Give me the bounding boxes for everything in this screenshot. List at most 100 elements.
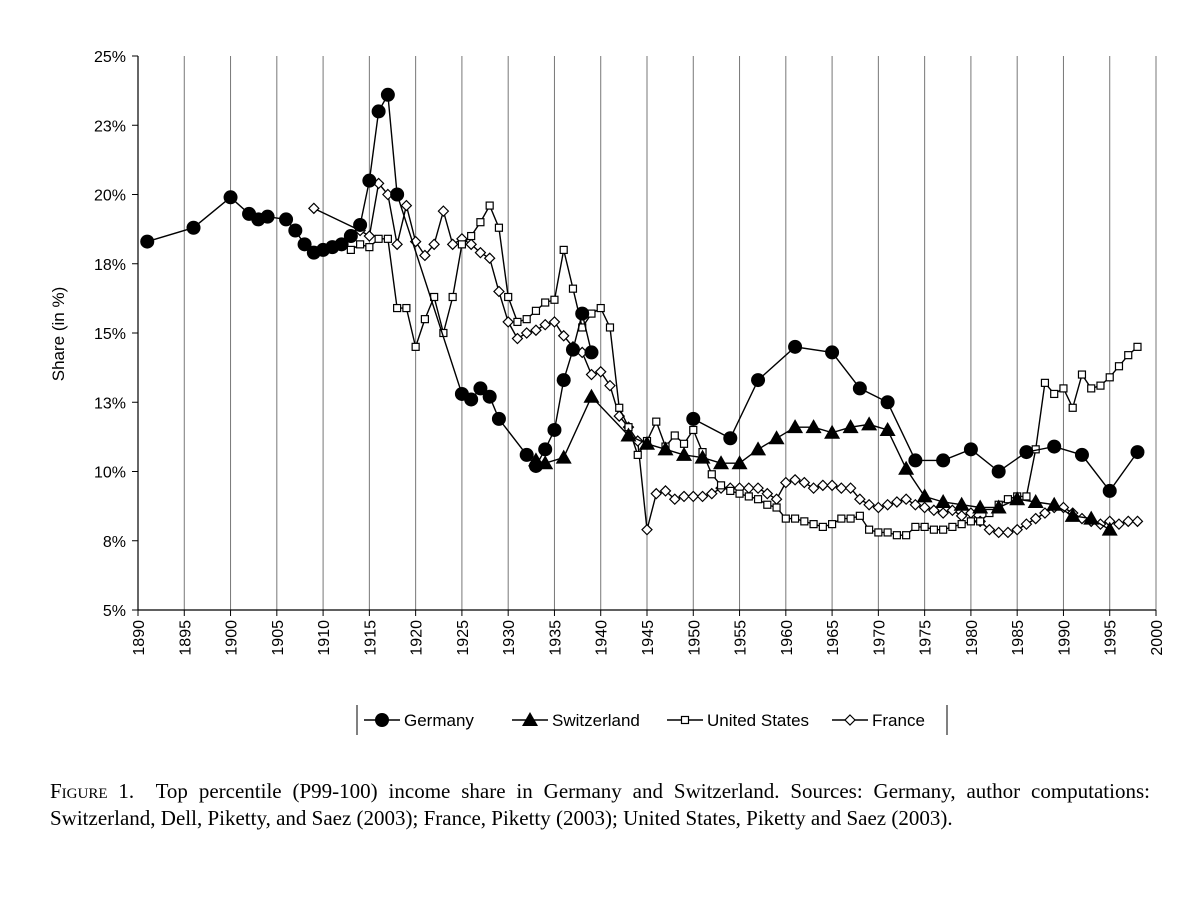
y-tick-label: 18% <box>94 257 126 274</box>
x-tick-label: 1950 <box>686 620 703 656</box>
legend-item-france: France <box>832 711 925 730</box>
point-france <box>585 368 598 381</box>
x-tick-label: 1925 <box>455 620 472 656</box>
point-united-states <box>1022 492 1031 501</box>
y-tick-label: 25% <box>94 49 126 66</box>
series-layer <box>140 87 1145 540</box>
point-france <box>419 249 431 262</box>
point-france <box>835 482 848 494</box>
point-united-states <box>800 517 809 526</box>
point-france <box>779 476 792 489</box>
legend-label: France <box>872 711 925 730</box>
point-united-states <box>1050 389 1059 399</box>
legend-label: United States <box>707 711 809 730</box>
point-united-states <box>652 417 661 426</box>
legend-marker <box>680 715 690 725</box>
point-france <box>428 238 440 251</box>
axes <box>137 56 1156 611</box>
point-germany <box>1047 439 1062 454</box>
point-united-states <box>818 522 827 532</box>
point-switzerland <box>750 441 767 456</box>
x-tick-label: 1975 <box>918 620 935 656</box>
point-united-states <box>522 315 531 324</box>
y-tick-label: 15% <box>94 326 126 343</box>
point-switzerland <box>990 499 1007 514</box>
legend-label: Germany <box>404 711 474 730</box>
point-united-states <box>716 481 726 490</box>
point-germany <box>963 442 978 457</box>
point-france <box>826 479 838 492</box>
point-united-states <box>374 234 383 243</box>
point-germany <box>371 104 386 119</box>
point-germany <box>575 306 590 321</box>
point-united-states <box>837 514 846 523</box>
point-france <box>789 473 801 486</box>
point-switzerland <box>768 430 785 445</box>
point-united-states <box>1040 378 1050 387</box>
point-united-states <box>920 522 929 532</box>
point-germany <box>686 411 701 426</box>
point-united-states <box>346 245 355 254</box>
point-switzerland <box>1046 496 1063 511</box>
point-switzerland <box>861 416 878 431</box>
x-tick-label: 1960 <box>779 620 796 656</box>
point-france <box>891 496 903 508</box>
point-germany <box>751 373 766 388</box>
point-united-states <box>892 531 901 540</box>
line-germany <box>692 346 1139 493</box>
point-france <box>1011 523 1024 536</box>
point-united-states <box>411 342 420 351</box>
point-united-states <box>865 525 874 534</box>
point-united-states <box>966 517 976 526</box>
point-switzerland <box>953 496 970 511</box>
legend-item-united-states: United States <box>667 711 809 730</box>
point-france <box>770 493 783 506</box>
line-france <box>313 181 1138 534</box>
point-united-states <box>633 450 642 459</box>
point-france <box>530 324 542 337</box>
point-france <box>696 490 709 503</box>
legend-item-switzerland: Switzerland <box>512 711 640 730</box>
x-tick-label: 1955 <box>733 620 750 656</box>
x-tick-label: 1930 <box>501 620 518 656</box>
y-tick-label: 13% <box>94 395 126 412</box>
point-france <box>761 487 774 500</box>
point-united-states <box>467 231 476 241</box>
point-united-states <box>550 295 559 304</box>
point-united-states <box>420 315 429 324</box>
point-germany <box>565 342 580 357</box>
x-tick-label: 1935 <box>547 620 564 656</box>
point-united-states <box>568 284 578 293</box>
point-germany <box>491 411 506 426</box>
point-united-states <box>1087 384 1096 393</box>
point-france <box>1122 515 1135 528</box>
figure-caption: Figure 1. Top percentile (P99-100) incom… <box>50 778 1150 832</box>
point-switzerland <box>555 449 572 464</box>
point-france <box>483 252 496 265</box>
point-germany <box>852 381 867 396</box>
point-germany <box>343 229 358 244</box>
point-france <box>474 246 487 259</box>
point-united-states <box>393 303 402 313</box>
x-tick-label: 1985 <box>1010 620 1027 656</box>
x-tick-label: 1970 <box>871 620 888 656</box>
point-united-states <box>1124 351 1133 360</box>
point-united-states <box>1068 403 1077 412</box>
point-united-states <box>596 303 605 313</box>
point-germany <box>538 442 553 457</box>
point-united-states <box>476 218 485 227</box>
point-switzerland <box>620 427 637 442</box>
point-united-states <box>753 495 763 504</box>
x-tick-label: 1915 <box>362 620 379 656</box>
point-germany <box>186 220 201 235</box>
point-switzerland <box>898 460 915 475</box>
point-france <box>502 316 515 328</box>
point-france <box>678 490 690 503</box>
point-switzerland <box>787 419 804 434</box>
point-france <box>937 507 949 519</box>
point-united-states <box>976 517 985 526</box>
point-germany <box>1102 483 1117 498</box>
point-switzerland <box>1101 521 1118 536</box>
point-france <box>437 205 450 217</box>
x-tick-label: 1910 <box>316 620 333 656</box>
